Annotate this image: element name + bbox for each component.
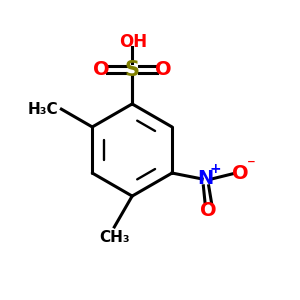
Text: O: O (232, 164, 248, 183)
Text: O: O (93, 60, 109, 79)
Text: CH₃: CH₃ (99, 230, 130, 245)
Text: O: O (200, 201, 217, 220)
Text: OH: OH (120, 32, 148, 50)
Text: +: + (209, 162, 221, 176)
Text: ⁻: ⁻ (247, 156, 256, 174)
Text: O: O (155, 60, 172, 79)
Text: H₃C: H₃C (28, 102, 58, 117)
Text: S: S (125, 60, 140, 80)
Text: N: N (198, 169, 214, 188)
